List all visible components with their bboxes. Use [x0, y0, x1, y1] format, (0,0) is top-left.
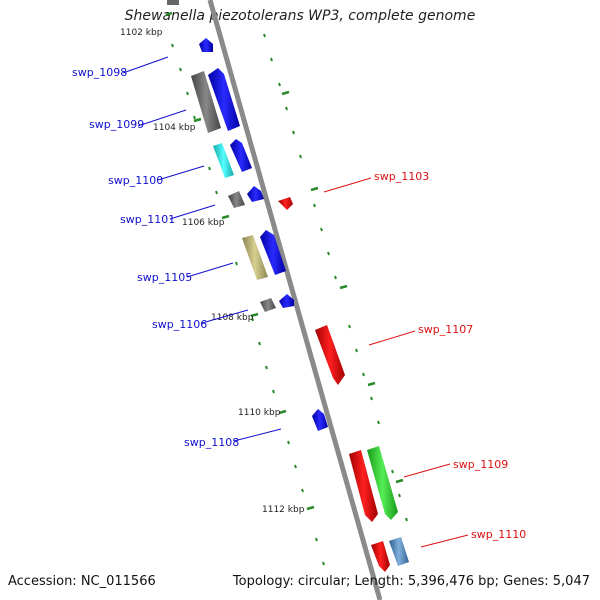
feature-swp-1106-gray[interactable]: [260, 298, 276, 312]
label-swp-1106[interactable]: swp_1106: [152, 318, 207, 331]
feature-swp-1100-cyan[interactable]: [213, 143, 234, 178]
genome-backbone: [207, 0, 383, 600]
gene-swp-1108[interactable]: [312, 409, 328, 431]
label-swp-1098[interactable]: swp_1098: [72, 66, 127, 79]
label-swp-1110[interactable]: swp_1110: [471, 528, 526, 541]
feature-swp-1110-steelblue[interactable]: [389, 537, 409, 566]
genome-summary-text: Topology: circular; Length: 5,396,476 bp…: [232, 574, 590, 589]
kbp-label-1108: 1108 kbp: [211, 313, 254, 323]
kbp-label-1106: 1106 kbp: [182, 218, 225, 228]
gene-swp-1110[interactable]: [371, 541, 390, 572]
label-swp-1109[interactable]: swp_1109: [453, 458, 508, 471]
feature-swp-1099-gray[interactable]: [191, 71, 221, 133]
gene-swp-1103[interactable]: [278, 197, 293, 210]
gene-swp-1098[interactable]: [199, 38, 213, 52]
gene-swp-1105[interactable]: [260, 230, 286, 275]
label-swp-1100[interactable]: swp_1100: [108, 174, 163, 187]
kbp-label-1112: 1112 kbp: [262, 505, 305, 515]
gene-swp-1107[interactable]: [315, 325, 345, 385]
label-swp-1105[interactable]: swp_1105: [137, 271, 192, 284]
feature-swp-1101-gray[interactable]: [228, 191, 245, 208]
feature-top-partial[interactable]: [167, 0, 179, 5]
inner-tick-track: [165, 11, 325, 566]
label-swp-1101[interactable]: swp_1101: [120, 213, 175, 226]
label-swp-1108[interactable]: swp_1108: [184, 436, 239, 449]
label-swp-1103[interactable]: swp_1103: [374, 170, 429, 183]
gene-swp-1099[interactable]: [208, 68, 240, 131]
kbp-label-1102: 1102 kbp: [120, 28, 163, 38]
outer-tick-track: [263, 33, 408, 522]
right-gene-labels: swp_1103 swp_1107 swp_1109 swp_1110: [323, 170, 526, 548]
label-swp-1107[interactable]: swp_1107: [418, 323, 473, 336]
feature-swp-1105-khaki[interactable]: [242, 235, 268, 280]
left-gene-labels: swp_1098 swp_1099 swp_1100 swp_1101 swp_…: [72, 56, 282, 449]
label-swp-1099[interactable]: swp_1099: [89, 118, 144, 131]
gene-swp-1100[interactable]: [230, 139, 252, 172]
gene-swp-1109[interactable]: [349, 450, 378, 522]
gene-swp-1106[interactable]: [279, 294, 294, 308]
kbp-label-1110: 1110 kbp: [238, 408, 281, 418]
feature-swp-1109-green[interactable]: [367, 446, 398, 520]
kbp-label-1104: 1104 kbp: [153, 123, 196, 133]
accession-text: Accession: NC_011566: [8, 574, 156, 589]
gene-swp-1101[interactable]: [247, 186, 264, 202]
